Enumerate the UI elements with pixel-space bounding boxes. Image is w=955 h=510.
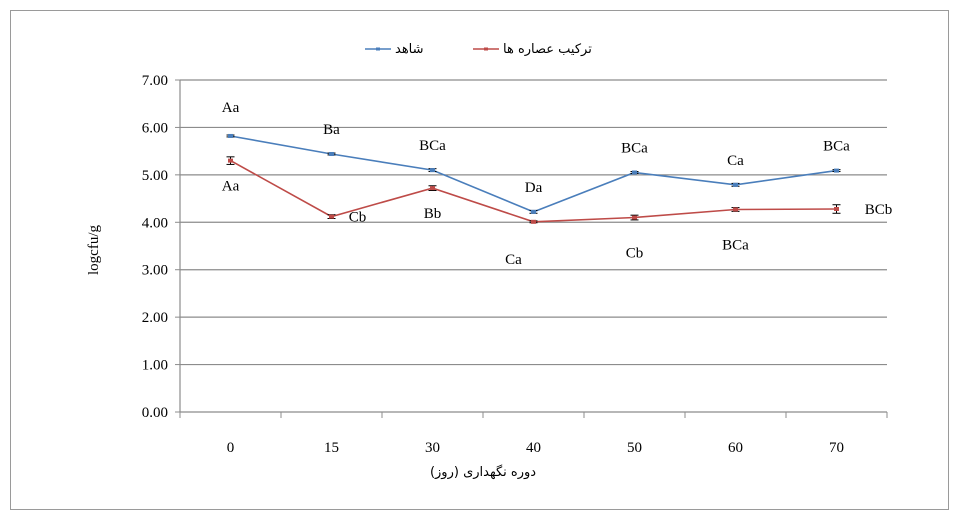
y-tick-label: 6.00 <box>142 120 168 136</box>
y-axis-title: logcfu/g <box>86 225 102 275</box>
x-axis-title: (روز) دوره نگهداری <box>430 464 536 480</box>
x-tick-label: 40 <box>526 440 541 456</box>
x-tick-label: 30 <box>425 440 440 456</box>
y-tick-label: 1.00 <box>142 358 168 374</box>
data-label: Ba <box>323 122 340 138</box>
data-label: BCa <box>621 140 648 156</box>
data-point <box>632 215 637 220</box>
y-tick-label: 3.00 <box>142 263 168 279</box>
data-label: BCb <box>865 202 893 218</box>
data-label: Cb <box>349 210 367 226</box>
data-label: Da <box>525 180 543 196</box>
data-point <box>733 207 738 212</box>
data-labels: Aa Ba BCa Da BCa Ca BCa Aa Cb Bb Ca Cb BCa BCb <box>222 100 893 268</box>
y-tick-labels: 0.00 1.00 2.00 3.00 4.00 5.00 6.00 7.00 <box>142 73 168 421</box>
y-tick-label: 0.00 <box>142 405 168 421</box>
data-point <box>228 133 233 138</box>
legend-marker-extracts <box>484 47 488 51</box>
data-points <box>228 133 839 224</box>
data-point <box>531 219 536 224</box>
y-tick-label: 5.00 <box>142 168 168 184</box>
series-line-0 <box>230 135 837 213</box>
legend-marker-control <box>376 47 380 51</box>
data-label: Cb <box>626 246 644 262</box>
y-tick-label: 2.00 <box>142 310 168 326</box>
legend-label-extracts: ترکیب عصاره ها <box>503 42 592 57</box>
data-label: BCa <box>419 138 446 154</box>
data-point <box>834 207 839 212</box>
data-label: Bb <box>424 206 442 222</box>
data-label: BCa <box>722 237 749 253</box>
y-tick-label: 7.00 <box>142 73 168 89</box>
gridlines <box>180 79 887 366</box>
data-label: Aa <box>222 179 240 195</box>
data-point <box>430 186 435 191</box>
data-label: Aa <box>222 100 240 116</box>
data-point <box>733 182 738 187</box>
data-point <box>834 168 839 173</box>
x-tick-label: 0 <box>227 440 235 456</box>
data-point <box>430 168 435 173</box>
data-label: Ca <box>505 252 522 268</box>
x-tick-label: 15 <box>324 440 339 456</box>
data-point <box>329 214 334 219</box>
legend: شاهد ترکیب عصاره ها <box>365 42 592 57</box>
x-tick-label: 50 <box>627 440 642 456</box>
legend-label-control: شاهد <box>395 42 424 57</box>
x-tick-label: 70 <box>829 440 844 456</box>
data-point <box>329 151 334 156</box>
data-label: BCa <box>823 139 850 155</box>
line-chart: 0.00 1.00 2.00 3.00 4.00 5.00 6.00 7.00 0 15 30 40… <box>86 42 893 480</box>
x-tick-labels: 0 15 30 40 50 60 70 <box>227 440 844 456</box>
axes <box>175 79 888 418</box>
data-label: Ca <box>727 153 744 169</box>
y-tick-label: 4.00 <box>142 215 168 231</box>
data-point <box>531 209 536 214</box>
x-tick-label: 60 <box>728 440 743 456</box>
data-point <box>228 158 233 163</box>
chart-frame <box>10 10 949 510</box>
data-point <box>632 170 637 175</box>
